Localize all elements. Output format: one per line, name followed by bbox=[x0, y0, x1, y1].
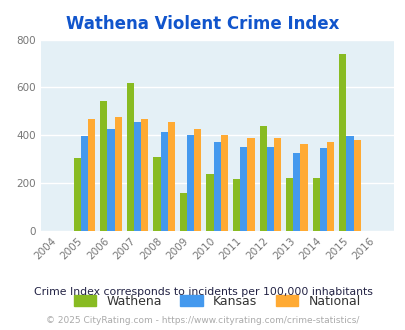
Bar bbox=[213, 142, 220, 231]
Bar bbox=[153, 157, 160, 231]
Bar bbox=[134, 122, 141, 231]
Bar bbox=[339, 54, 345, 231]
Bar bbox=[167, 122, 175, 231]
Text: Wathena Violent Crime Index: Wathena Violent Crime Index bbox=[66, 15, 339, 33]
Bar bbox=[73, 158, 81, 231]
Bar bbox=[141, 119, 148, 231]
Bar bbox=[160, 132, 167, 231]
Bar bbox=[292, 152, 300, 231]
Bar bbox=[88, 118, 95, 231]
Bar bbox=[100, 101, 107, 231]
Text: Crime Index corresponds to incidents per 100,000 inhabitants: Crime Index corresponds to incidents per… bbox=[34, 287, 371, 297]
Bar bbox=[206, 174, 213, 231]
Bar bbox=[266, 147, 273, 231]
Bar bbox=[81, 137, 88, 231]
Bar bbox=[300, 144, 307, 231]
Bar bbox=[126, 83, 134, 231]
Bar bbox=[326, 142, 333, 231]
Bar bbox=[194, 129, 201, 231]
Bar bbox=[353, 140, 360, 231]
Bar bbox=[232, 179, 240, 231]
Bar bbox=[312, 178, 319, 231]
Bar bbox=[114, 116, 122, 231]
Legend: Wathena, Kansas, National: Wathena, Kansas, National bbox=[74, 295, 360, 308]
Bar bbox=[273, 138, 280, 231]
Bar bbox=[107, 129, 114, 231]
Bar bbox=[247, 138, 254, 231]
Bar bbox=[286, 178, 292, 231]
Bar bbox=[240, 147, 247, 231]
Bar bbox=[319, 148, 326, 231]
Bar bbox=[187, 135, 194, 231]
Text: © 2025 CityRating.com - https://www.cityrating.com/crime-statistics/: © 2025 CityRating.com - https://www.city… bbox=[46, 315, 359, 325]
Bar bbox=[345, 137, 353, 231]
Bar bbox=[179, 193, 187, 231]
Bar bbox=[220, 135, 227, 231]
Bar bbox=[259, 126, 266, 231]
